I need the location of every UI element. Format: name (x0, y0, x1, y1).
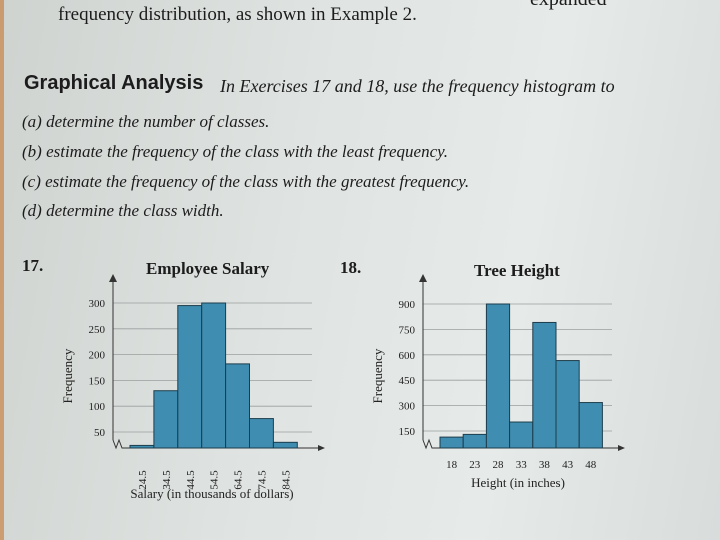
y-tick-label: 750 (399, 324, 416, 336)
x-tick-label: 43 (562, 459, 574, 471)
histogram-bar (485, 303, 511, 449)
x-tick-label: 34.5 (161, 470, 173, 490)
y-tick-label: 300 (399, 401, 416, 413)
cut-off-text: expanded (530, 0, 607, 11)
exercise-17-label: 17. (22, 256, 44, 275)
histogram-bar (201, 302, 227, 449)
y-tick-label: 600 (399, 350, 416, 362)
x-tick-label: 54.5 (209, 470, 221, 490)
y-axis-label: Frequency (60, 348, 75, 403)
x-axis-arrow-icon (618, 445, 625, 451)
x-tick-label: 24.5 (137, 470, 149, 490)
y-tick-label: 100 (89, 401, 106, 413)
histogram-bar (555, 360, 580, 449)
histogram-bar (177, 305, 203, 449)
x-tick-label: 84.5 (280, 470, 292, 490)
x-axis-label: Height (in inches) (471, 475, 565, 490)
chart-1-title: Employee Salary (146, 259, 270, 278)
x-tick-label: 38 (539, 459, 551, 471)
histogram-bar (129, 444, 155, 449)
y-axis-arrow-icon (419, 274, 427, 282)
section-heading: Graphical Analysis (24, 72, 204, 94)
y-tick-label: 450 (399, 375, 416, 387)
histogram-bar (225, 363, 251, 449)
x-axis-label: Salary (in thousands of dollars) (130, 486, 293, 501)
histogram-bar (439, 436, 464, 449)
histogram-bar (153, 390, 179, 449)
x-tick-label: 44.5 (185, 470, 197, 490)
y-tick-label: 250 (89, 324, 106, 336)
x-tick-label: 74.5 (256, 470, 268, 490)
item-c: (c) estimate the frequency of the class … (22, 172, 470, 191)
y-axis-label: Frequency (370, 348, 385, 403)
page-edge (0, 0, 4, 540)
y-tick-label: 150 (399, 426, 416, 438)
item-a: (a) determine the number of classes. (22, 112, 270, 131)
x-axis-arrow-icon (318, 445, 325, 451)
histogram-bar (249, 418, 274, 449)
y-tick-label: 300 (89, 298, 106, 310)
histogram-bar (532, 321, 557, 449)
x-tick-label: 18 (446, 459, 458, 471)
y-tick-label: 200 (89, 350, 106, 362)
y-tick-label: 900 (399, 299, 416, 311)
x-tick-label: 28 (493, 459, 505, 471)
exercise-18-label: 18. (340, 258, 362, 277)
histogram-bar (272, 441, 298, 449)
y-tick-label: 50 (94, 427, 106, 439)
histogram-bar (509, 421, 534, 449)
item-b: (b) estimate the frequency of the class … (22, 142, 448, 161)
x-tick-label: 33 (516, 459, 528, 471)
x-tick-label: 23 (469, 459, 481, 471)
item-d: (d) determine the class width. (22, 201, 224, 220)
histogram-bar (578, 402, 603, 449)
histogram-bar (462, 433, 487, 449)
section-text: In Exercises 17 and 18, use the frequenc… (220, 76, 615, 96)
intro-line: frequency distribution, as shown in Exam… (58, 4, 417, 25)
y-tick-label: 150 (89, 375, 106, 387)
x-tick-label: 64.5 (233, 470, 245, 490)
chart-2-title: Tree Height (474, 261, 560, 280)
y-axis-arrow-icon (109, 274, 117, 282)
x-tick-label: 48 (585, 459, 597, 471)
